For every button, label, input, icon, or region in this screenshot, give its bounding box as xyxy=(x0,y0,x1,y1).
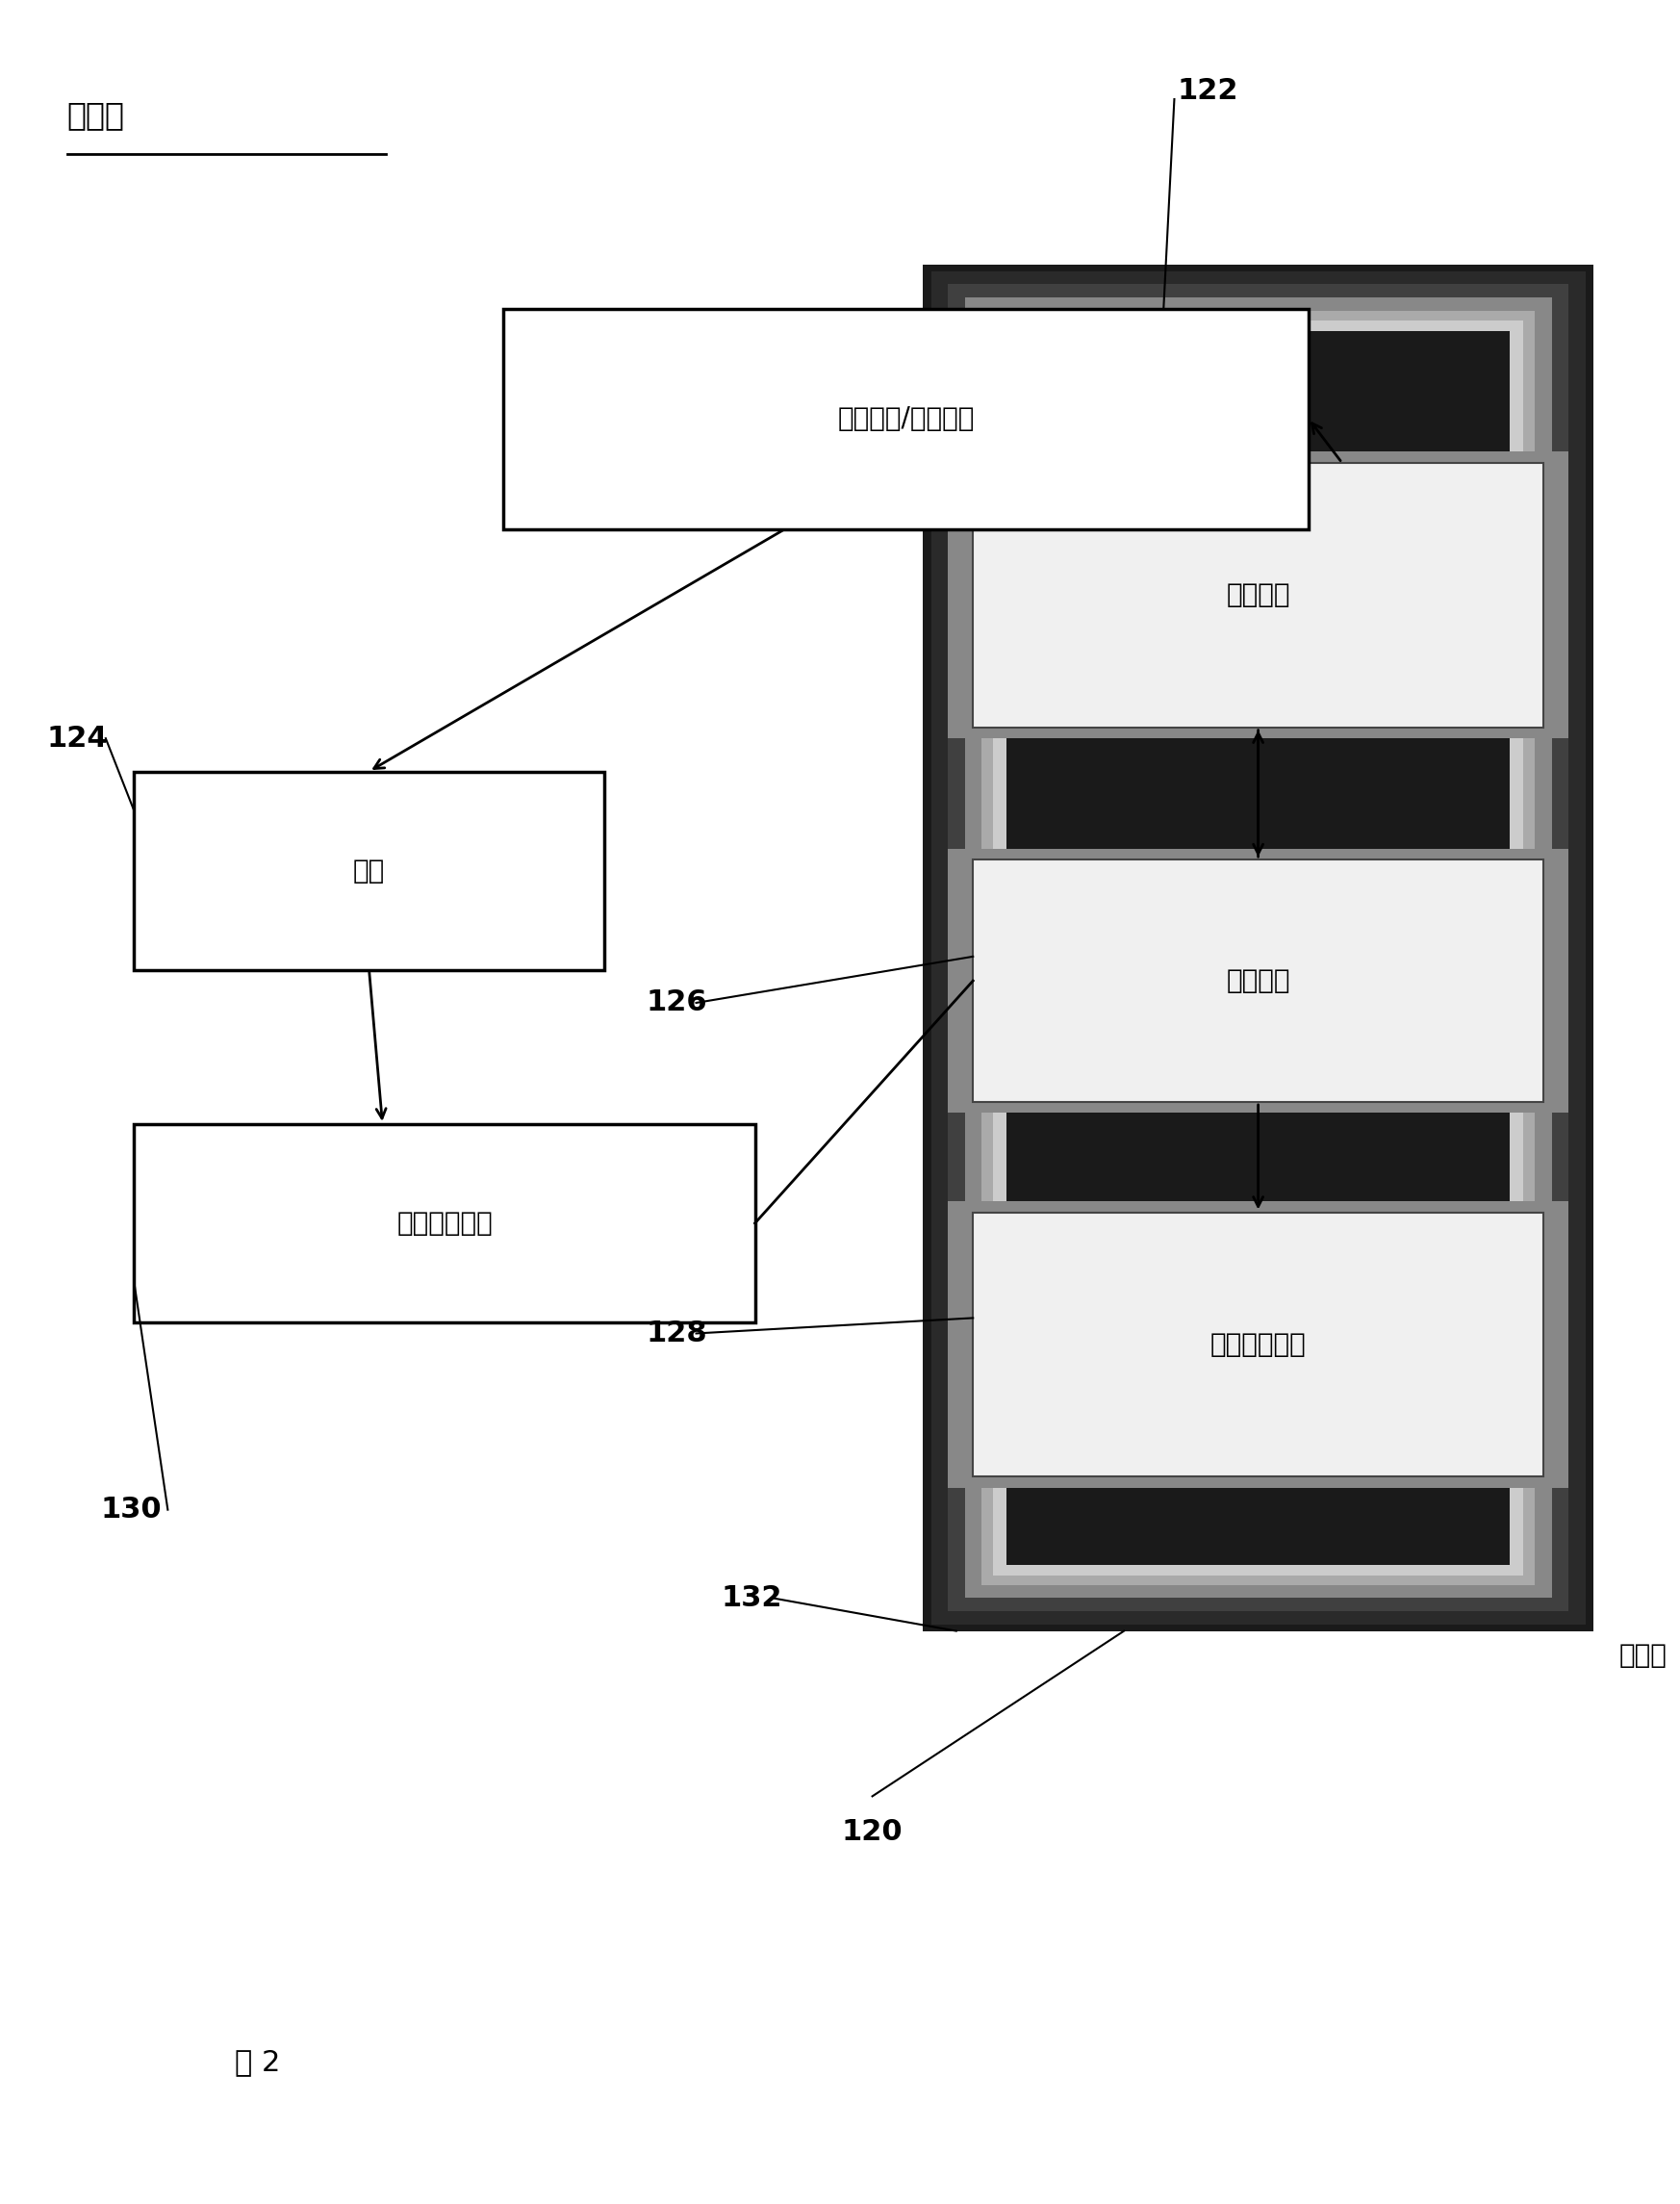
Text: 130: 130 xyxy=(101,1497,161,1523)
Bar xyxy=(973,463,1544,727)
Text: 128: 128 xyxy=(645,1320,707,1347)
Text: 120: 120 xyxy=(842,1818,902,1847)
Text: 132: 132 xyxy=(721,1585,783,1611)
Text: 瞬态负载: 瞬态负载 xyxy=(1226,582,1290,608)
Text: 闭环电路/电流控制: 闭环电路/电流控制 xyxy=(837,406,974,432)
Text: 正常工作电流: 正常工作电流 xyxy=(396,1210,492,1236)
Bar xyxy=(981,311,1536,1585)
Text: 122: 122 xyxy=(1178,77,1238,106)
Bar xyxy=(948,849,1569,1113)
Bar xyxy=(973,1212,1544,1477)
Bar xyxy=(1006,331,1510,1565)
Text: 124: 124 xyxy=(47,725,108,752)
Bar xyxy=(964,298,1552,1598)
Text: 电压曲线分析: 电压曲线分析 xyxy=(1210,1331,1305,1358)
Bar xyxy=(993,320,1524,1576)
Text: 电池: 电池 xyxy=(353,857,385,884)
Bar xyxy=(931,271,1586,1624)
Bar xyxy=(948,284,1569,1611)
Text: 图 2: 图 2 xyxy=(235,2048,281,2076)
Bar xyxy=(948,452,1569,738)
Text: 实施例: 实施例 xyxy=(67,99,124,130)
Bar xyxy=(504,309,1309,529)
Text: 手持机: 手持机 xyxy=(1620,1642,1667,1668)
Bar xyxy=(134,771,603,970)
Bar xyxy=(948,1201,1569,1488)
Text: 开关电路: 开关电路 xyxy=(1226,968,1290,994)
Bar xyxy=(973,860,1544,1102)
Bar xyxy=(134,1124,754,1322)
Text: 126: 126 xyxy=(645,990,707,1016)
Bar xyxy=(922,264,1594,1631)
